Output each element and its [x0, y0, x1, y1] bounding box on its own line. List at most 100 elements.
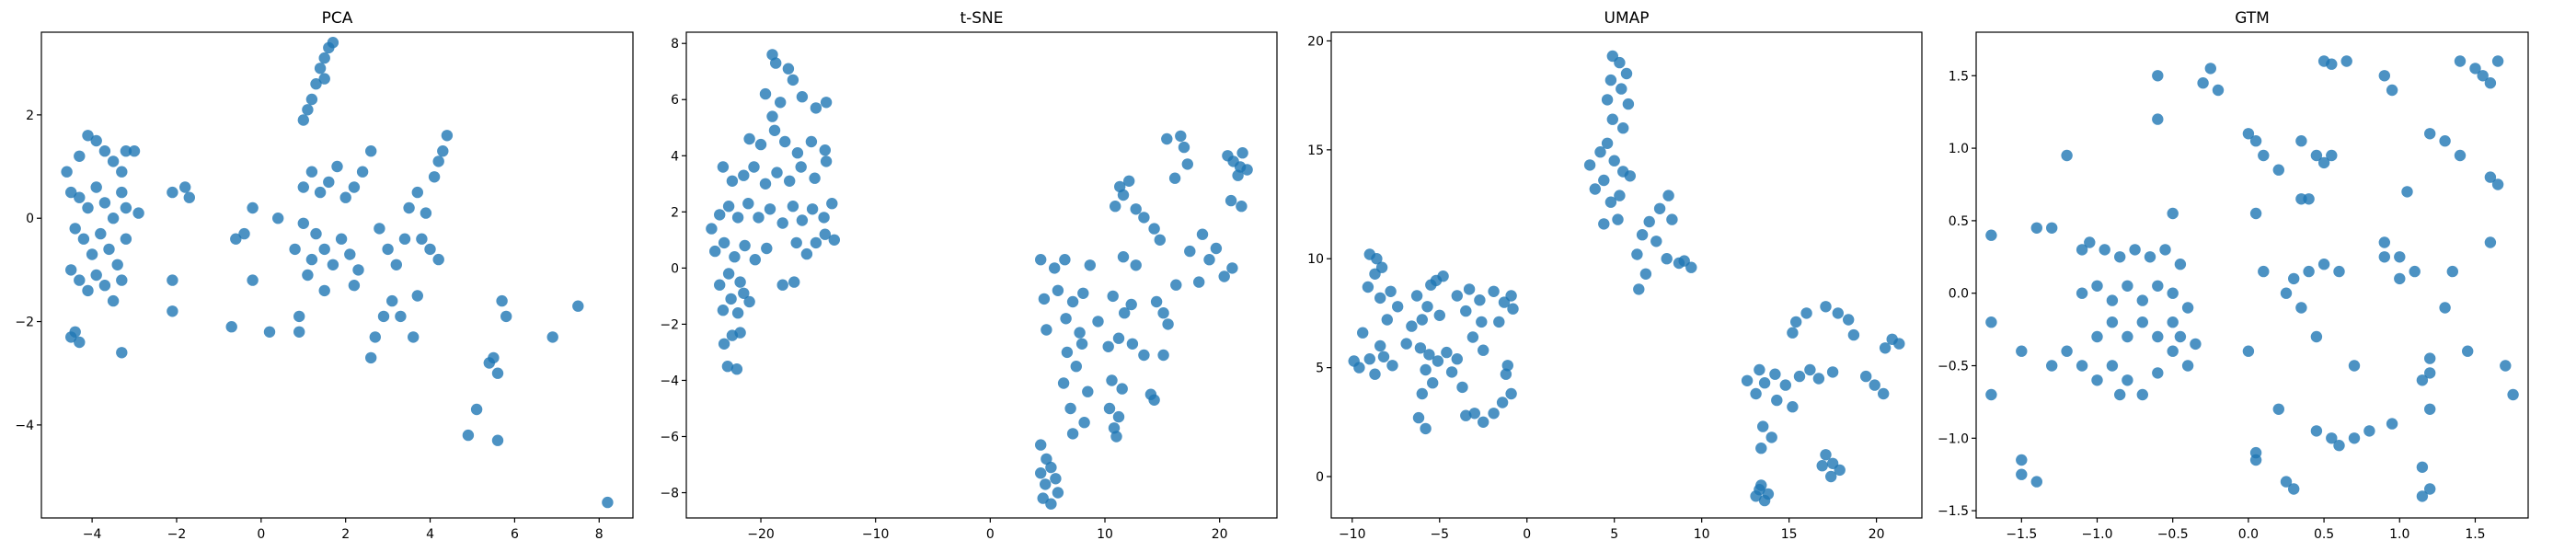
y-tick-label: 0	[1316, 470, 1324, 485]
y-tick-label: 2	[671, 205, 679, 220]
data-point	[107, 155, 120, 167]
data-point	[1162, 318, 1174, 330]
data-point	[820, 155, 833, 167]
data-point	[734, 276, 746, 288]
data-point	[263, 326, 276, 338]
data-point	[2242, 345, 2255, 357]
data-point	[98, 145, 111, 157]
data-point	[1433, 309, 1446, 321]
data-point	[398, 233, 411, 245]
data-point	[1441, 346, 1453, 359]
data-point	[2249, 454, 2262, 466]
data-point	[1377, 351, 1390, 362]
data-point	[297, 217, 309, 229]
data-point	[748, 161, 760, 173]
data-point	[1787, 327, 1799, 339]
data-point	[1210, 242, 1223, 255]
data-point	[2424, 367, 2436, 379]
data-point	[1614, 190, 1626, 201]
data-point	[2159, 244, 2171, 256]
data-point	[331, 160, 343, 173]
x-tick-label: −0.5	[2157, 527, 2189, 542]
data-point	[1666, 213, 1678, 225]
data-point	[98, 280, 111, 292]
data-point	[819, 228, 831, 240]
data-point	[297, 181, 309, 193]
x-tick-label: 15	[1781, 527, 1798, 542]
data-point	[82, 284, 94, 297]
data-point	[1860, 370, 1872, 383]
data-point	[2462, 345, 2474, 357]
data-point	[1478, 344, 1489, 356]
data-point	[1374, 339, 1386, 352]
scatter-points	[1348, 50, 1905, 507]
data-point	[1604, 196, 1617, 208]
y-tick-label: 2	[26, 109, 34, 123]
data-point	[1769, 368, 1781, 380]
data-point	[2424, 128, 2436, 140]
data-point	[2016, 454, 2028, 466]
data-point	[2394, 251, 2406, 263]
data-point	[1236, 147, 1248, 159]
data-point	[2280, 287, 2293, 299]
data-point	[1505, 387, 1517, 400]
data-point	[1662, 190, 1674, 201]
data-point	[810, 102, 822, 114]
data-point	[111, 259, 123, 270]
data-point	[1488, 285, 1500, 297]
data-point	[788, 276, 800, 288]
data-point	[743, 132, 755, 145]
data-point	[314, 63, 327, 75]
data-point	[179, 181, 191, 193]
x-tick-label: 0.5	[2314, 527, 2334, 542]
data-point	[65, 186, 77, 199]
data-point	[1488, 408, 1500, 420]
data-point	[74, 336, 86, 349]
data-point	[1410, 290, 1423, 302]
x-tick-label: 5	[1610, 527, 1618, 542]
data-point	[167, 305, 178, 317]
data-point	[800, 247, 813, 260]
axes-frame	[1975, 31, 2529, 519]
data-point	[416, 233, 428, 245]
y-tick-label: 8	[671, 37, 679, 52]
data-point	[1985, 388, 1997, 401]
x-tick-label: 6	[511, 527, 519, 542]
data-point	[120, 145, 132, 157]
data-point	[386, 294, 398, 307]
y-tick-label: −0.5	[1938, 360, 1969, 374]
data-point	[1631, 248, 1643, 260]
data-point	[2122, 330, 2133, 343]
data-point	[310, 78, 322, 90]
data-point	[1493, 316, 1505, 328]
data-point	[2136, 316, 2148, 328]
data-point	[790, 236, 802, 249]
data-point	[602, 496, 614, 509]
x-tick-label: 0.0	[2238, 527, 2259, 542]
data-point	[2491, 55, 2504, 67]
data-point	[2174, 330, 2187, 343]
data-point	[1755, 479, 1767, 491]
data-point	[1816, 460, 1828, 472]
y-tick-label: 0.5	[1949, 214, 1969, 229]
data-point	[2061, 345, 2073, 357]
data-point	[722, 268, 735, 280]
data-point	[120, 201, 132, 214]
data-point	[1583, 159, 1596, 171]
data-point	[1832, 307, 1845, 319]
data-point	[408, 331, 420, 343]
data-point	[1825, 470, 1837, 483]
data-point	[1400, 338, 1412, 350]
data-point	[1617, 122, 1629, 134]
data-point	[726, 175, 739, 187]
data-point	[1236, 201, 1248, 213]
data-point	[424, 243, 436, 256]
data-point	[318, 52, 330, 64]
data-point	[2030, 222, 2042, 234]
data-point	[809, 172, 821, 184]
data-point	[754, 138, 767, 151]
scatter-points	[706, 49, 1253, 510]
data-point	[2454, 149, 2467, 162]
data-point	[1138, 349, 1150, 362]
data-point	[1869, 379, 1880, 391]
